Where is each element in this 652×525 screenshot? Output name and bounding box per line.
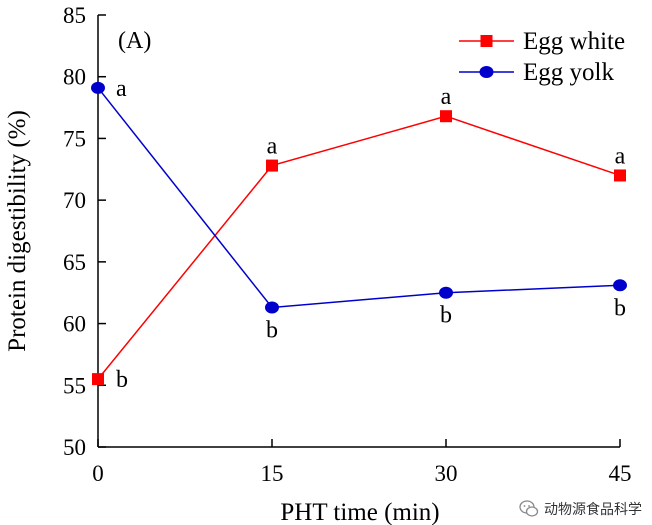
panel-label: (A) <box>118 28 151 54</box>
legend-marker <box>480 35 493 47</box>
series-line <box>97 115 621 380</box>
x-tick-label: 45 <box>609 461 632 486</box>
x-axis-label: PHT time (min) <box>280 499 439 525</box>
y-tick-label: 60 <box>63 312 86 337</box>
legend: Egg white Egg yolk <box>459 28 625 86</box>
legend-item: Egg yolk <box>459 59 614 86</box>
data-label: a <box>267 134 278 160</box>
y-tick-label: 65 <box>63 250 86 275</box>
series-layer: b a a a a b b b <box>91 76 627 393</box>
tick-labels: 50 55 60 65 70 75 80 85 0 15 30 45 <box>63 3 632 486</box>
legend-item: Egg white <box>459 28 625 55</box>
watermark-text: 动物源食品科学 <box>544 502 642 518</box>
data-point <box>439 286 453 299</box>
data-point <box>614 169 626 182</box>
data-label: a <box>441 84 452 110</box>
data-label: b <box>266 318 278 344</box>
legend-label: Egg yolk <box>523 59 614 86</box>
y-tick-label: 85 <box>63 3 86 28</box>
x-tick-label: 30 <box>435 461 458 486</box>
wechat-icon <box>519 500 539 517</box>
data-point <box>92 373 104 386</box>
data-point <box>265 301 279 314</box>
x-tick-label: 15 <box>261 461 284 486</box>
data-point <box>440 110 452 123</box>
y-tick-label: 80 <box>63 65 86 90</box>
y-tick-label: 50 <box>63 435 86 460</box>
y-tick-label: 55 <box>63 373 86 398</box>
y-tick-label: 75 <box>63 126 86 151</box>
y-axis-label: Protein digestibility (%) <box>4 110 31 352</box>
data-label: b <box>116 367 128 393</box>
data-label: a <box>615 143 626 169</box>
watermark: 动物源食品科学 <box>519 499 642 519</box>
data-label: b <box>614 295 626 321</box>
series-egg-yolk: a b b b <box>91 76 627 344</box>
y-tick-label: 70 <box>63 188 86 213</box>
series-line <box>97 87 621 309</box>
legend-marker <box>479 66 494 78</box>
legend-label: Egg white <box>523 28 625 55</box>
series-egg-white: b a a a <box>92 84 626 393</box>
data-point <box>91 81 105 94</box>
data-point <box>613 279 627 292</box>
x-tick-label: 0 <box>92 461 104 486</box>
data-point <box>266 159 278 172</box>
data-label: a <box>116 76 127 102</box>
data-label: b <box>440 303 452 329</box>
